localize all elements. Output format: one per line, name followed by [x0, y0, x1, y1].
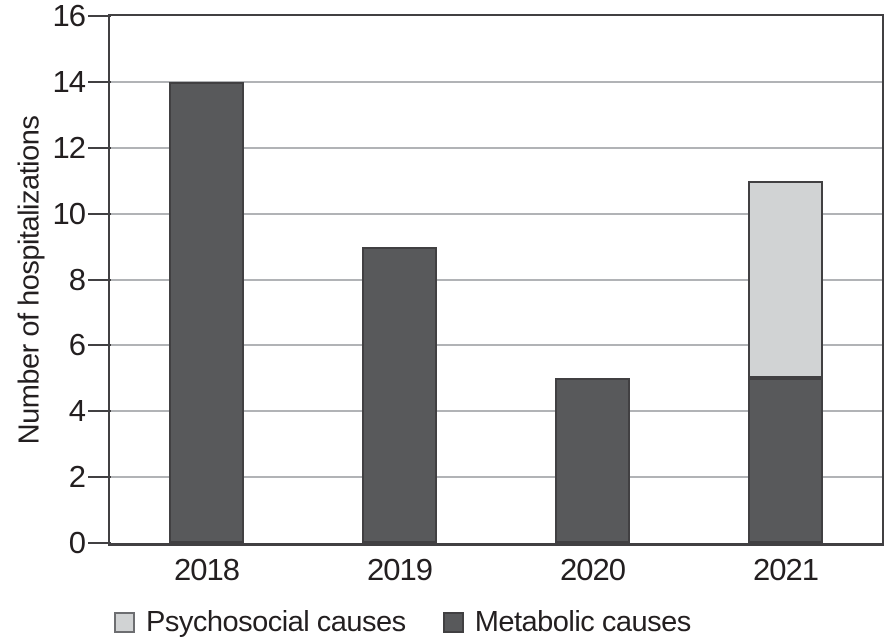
bar-segment	[362, 246, 437, 543]
gridline	[110, 146, 882, 149]
y-tick-label: 4	[68, 393, 86, 429]
x-tick-label: 2021	[753, 552, 819, 587]
plot-area	[108, 14, 884, 546]
bar-segment	[555, 378, 630, 543]
bar-segment	[169, 81, 244, 543]
y-tick-label: 14	[52, 63, 86, 99]
y-tick-label: 0	[68, 525, 86, 560]
y-tick-label: 2	[68, 459, 86, 495]
legend-item: Psychosocial causes	[114, 607, 406, 637]
y-tick-label: 6	[68, 327, 86, 363]
y-tick	[88, 80, 111, 83]
y-tick	[88, 278, 111, 281]
y-tick-label: 16	[52, 0, 86, 33]
gridline	[110, 278, 882, 281]
x-tick-label: 2018	[174, 552, 240, 587]
gridline	[110, 476, 882, 479]
legend-swatch	[442, 611, 464, 633]
x-tick-label: 2019	[367, 552, 433, 587]
legend-label: Metabolic causes	[474, 606, 692, 638]
y-tick	[88, 410, 111, 413]
legend-swatch	[114, 611, 135, 633]
x-tick-label: 2020	[560, 552, 626, 587]
y-tick	[88, 212, 111, 215]
gridline	[110, 212, 882, 215]
legend-item: Metabolic causes	[442, 606, 692, 638]
bar-segment	[748, 180, 823, 379]
y-tick-label: 12	[52, 129, 86, 165]
y-tick	[88, 15, 111, 17]
y-tick	[88, 476, 111, 479]
y-tick-label: 10	[52, 195, 86, 231]
gridline	[110, 344, 882, 347]
gridline	[110, 410, 882, 413]
y-tick	[88, 542, 111, 544]
y-tick	[88, 344, 111, 347]
legend: Psychosocial causes Metabolic causes	[114, 607, 691, 637]
gridline	[110, 80, 882, 83]
legend-label: Psychosocial causes	[146, 606, 406, 638]
bar-segment	[748, 378, 823, 543]
y-tick-label: 8	[68, 261, 86, 297]
y-tick	[88, 146, 111, 149]
